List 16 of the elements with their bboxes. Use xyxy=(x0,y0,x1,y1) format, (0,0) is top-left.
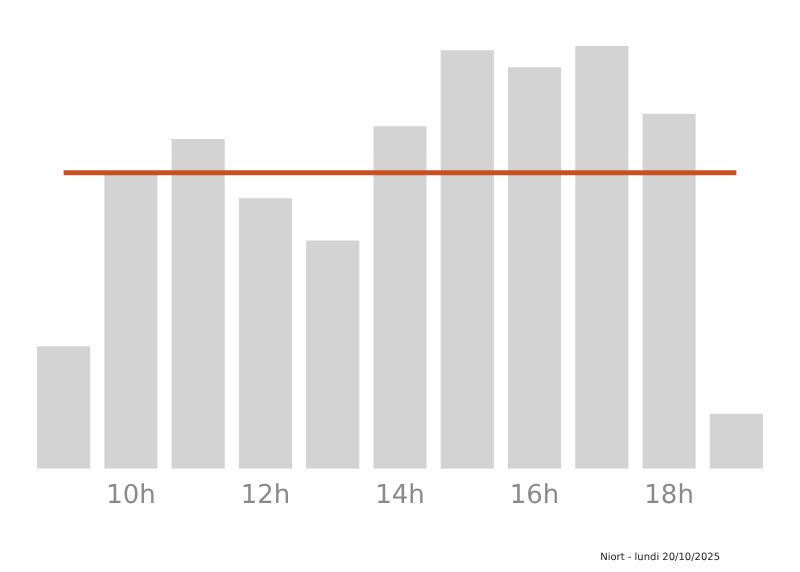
bar xyxy=(507,67,562,469)
bar xyxy=(37,346,91,469)
bar xyxy=(575,46,629,469)
x-tick-label: 14h xyxy=(375,481,425,512)
x-tick-label: 16h xyxy=(509,481,560,512)
bar xyxy=(373,126,427,469)
x-tick-label: 10h xyxy=(106,481,156,512)
bar xyxy=(238,198,293,469)
bar xyxy=(440,50,494,469)
bar xyxy=(642,113,696,469)
x-tick-label: 18h xyxy=(644,481,694,512)
bar xyxy=(709,413,763,469)
bar xyxy=(104,172,158,469)
bar xyxy=(306,240,360,469)
x-tick-label: 12h xyxy=(240,481,291,512)
bar xyxy=(171,139,225,469)
